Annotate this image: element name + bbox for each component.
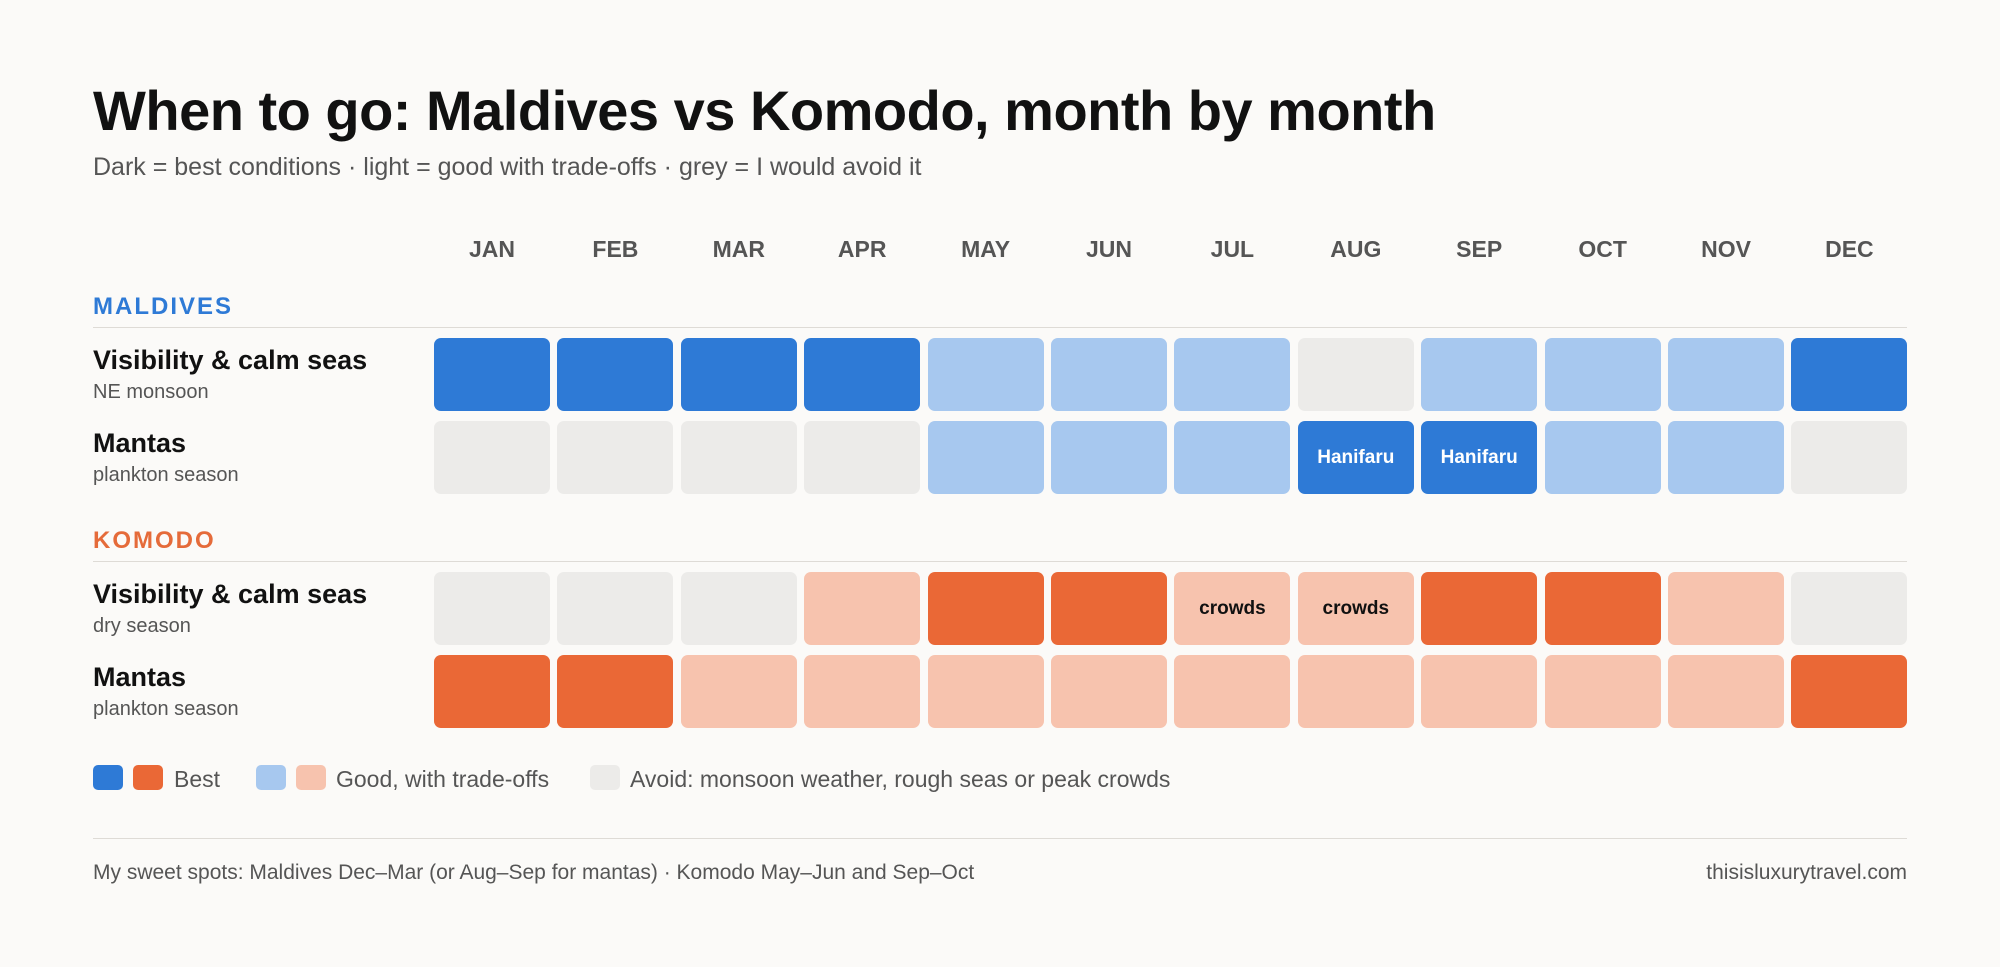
footer-note: My sweet spots: Maldives Dec–Mar (or Aug… <box>93 861 975 884</box>
month-header: JAN FEB MAR APR MAY JUN JUL AUG SEP OCT NOV DEC <box>0 236 2000 266</box>
cell-komodo-row-0-oct <box>1544 572 1661 645</box>
month-label-jun: JUN <box>1085 236 1132 262</box>
legend-swatch-komodo-good <box>296 765 326 790</box>
cell-maldives-row-0-oct <box>1544 338 1661 411</box>
cell-komodo-row-1-oct <box>1544 655 1661 728</box>
cell-note: Hanifaru <box>1440 446 1518 468</box>
section-divider-komodo <box>93 561 1907 562</box>
cell-komodo-row-0-jun <box>1051 572 1167 645</box>
cell-komodo-row-1-aug <box>1297 655 1414 728</box>
month-label-jul: JUL <box>1210 236 1255 262</box>
section-heading-komodo: KOMODO <box>93 527 216 554</box>
cell-maldives-row-0-mar <box>680 338 797 411</box>
cell-komodo-row-1-dec <box>1791 655 1908 728</box>
cell-maldives-row-1-aug: Hanifaru <box>1297 421 1414 494</box>
cell-komodo-row-0-feb <box>557 572 674 645</box>
row-title: Mantas <box>93 662 187 692</box>
cell-maldives-row-0-feb <box>557 338 674 411</box>
chart-subtitle: Dark = best conditions · light = good wi… <box>93 153 922 181</box>
row-label-maldives-row-1: Mantas plankton season <box>93 426 239 488</box>
cell-komodo-row-0-jan <box>434 572 550 645</box>
cell-komodo-row-0-mar <box>680 572 797 645</box>
cell-komodo-row-0-may <box>927 572 1044 645</box>
month-label-feb: FEB <box>592 236 639 262</box>
legend-swatch-maldives-good <box>256 765 286 790</box>
legend-swatch-avoid <box>590 765 620 790</box>
row-title: Visibility & calm seas <box>93 579 368 609</box>
cell-komodo-row-1-apr <box>804 655 921 728</box>
month-label-aug: AUG <box>1330 236 1382 262</box>
cell-maldives-row-1-may <box>927 421 1044 494</box>
section-heading-maldives: MALDIVES <box>93 293 234 320</box>
cell-komodo-row-0-sep <box>1421 572 1538 645</box>
cell-komodo-row-1-sep <box>1421 655 1538 728</box>
cell-note: crowds <box>1199 597 1266 619</box>
cell-komodo-row-1-jun <box>1051 655 1167 728</box>
legend-good-label: Good, with trade-offs <box>336 766 550 792</box>
row-title: Mantas <box>93 428 187 458</box>
section-divider-maldives <box>93 327 1907 328</box>
month-label-nov: NOV <box>1701 236 1751 262</box>
cell-maldives-row-1-mar <box>680 421 797 494</box>
month-label-sep: SEP <box>1456 236 1503 262</box>
month-label-apr: APR <box>837 236 887 262</box>
month-label-dec: DEC <box>1825 236 1874 262</box>
row-sublabel: plankton season <box>93 464 239 486</box>
row-label-komodo-row-0: Visibility & calm seas dry season <box>93 577 367 639</box>
chart-title: When to go: Maldives vs Komodo, month by… <box>93 79 1436 142</box>
cell-komodo-row-0-jul: crowds <box>1174 572 1291 645</box>
cell-maldives-row-1-jan <box>434 421 550 494</box>
cell-maldives-row-0-jan <box>434 338 550 411</box>
cell-maldives-row-0-dec <box>1791 338 1908 411</box>
cell-maldives-row-1-apr <box>804 421 921 494</box>
row-sublabel: plankton season <box>93 698 239 720</box>
month-label-may: MAY <box>961 236 1011 262</box>
cell-komodo-row-1-mar <box>680 655 797 728</box>
legend-swatch-maldives-best <box>93 765 123 790</box>
footer-source: thisisluxurytravel.com <box>1706 861 1907 884</box>
cell-maldives-row-0-apr <box>804 338 921 411</box>
month-label-oct: OCT <box>1578 236 1627 262</box>
legend-best-label: Best <box>174 766 221 792</box>
row-label-komodo-row-1: Mantas plankton season <box>93 660 239 722</box>
cell-maldives-row-0-may <box>927 338 1044 411</box>
cell-maldives-row-0-aug <box>1297 338 1414 411</box>
row-sublabel: dry season <box>93 615 191 637</box>
cell-komodo-row-0-aug: crowds <box>1297 572 1414 645</box>
cell-maldives-row-0-sep <box>1421 338 1538 411</box>
row-label-maldives-row-0: Visibility & calm seas NE monsoon <box>93 343 367 405</box>
cell-maldives-row-1-sep: Hanifaru <box>1421 421 1538 494</box>
row-title: Visibility & calm seas <box>93 345 368 375</box>
cell-komodo-row-1-jan <box>434 655 550 728</box>
cell-maldives-row-1-oct <box>1544 421 1661 494</box>
cell-maldives-row-1-jul <box>1174 421 1291 494</box>
cell-komodo-row-0-dec <box>1791 572 1908 645</box>
cell-maldives-row-1-dec <box>1791 421 1908 494</box>
legend-swatch-komodo-best <box>133 765 163 790</box>
cell-komodo-row-0-apr <box>804 572 921 645</box>
cell-komodo-row-1-nov <box>1668 655 1784 728</box>
cell-komodo-row-0-nov <box>1668 572 1784 645</box>
cell-maldives-row-1-nov <box>1668 421 1784 494</box>
cell-maldives-row-1-feb <box>557 421 674 494</box>
cell-komodo-row-1-jul <box>1174 655 1291 728</box>
cell-note: crowds <box>1322 597 1390 619</box>
cell-maldives-row-0-nov <box>1668 338 1784 411</box>
row-sublabel: NE monsoon <box>93 381 209 403</box>
cell-note: Hanifaru <box>1317 446 1395 468</box>
cell-komodo-row-1-may <box>927 655 1044 728</box>
cell-maldives-row-0-jun <box>1051 338 1167 411</box>
legend-avoid-label: Avoid: monsoon weather, rough seas or pe… <box>630 766 1171 792</box>
footer-divider <box>93 838 1907 839</box>
cell-maldives-row-1-jun <box>1051 421 1167 494</box>
cell-komodo-row-1-feb <box>557 655 674 728</box>
month-label-jan: JAN <box>468 236 515 262</box>
cell-maldives-row-0-jul <box>1174 338 1291 411</box>
month-label-mar: MAR <box>712 236 765 262</box>
